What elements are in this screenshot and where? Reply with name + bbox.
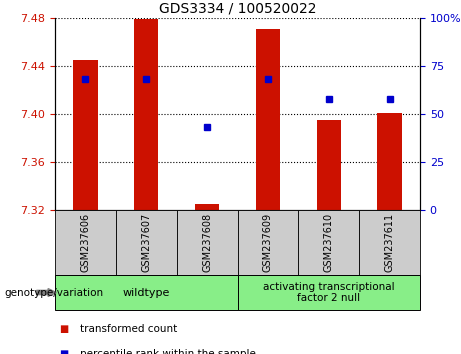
Bar [116, 210, 177, 275]
Bar [298, 210, 359, 275]
Text: GSM237610: GSM237610 [324, 213, 334, 272]
Text: GSM237609: GSM237609 [263, 213, 273, 272]
Text: genotype/variation: genotype/variation [5, 287, 104, 297]
Bar [55, 275, 237, 310]
Title: GDS3334 / 100520022: GDS3334 / 100520022 [159, 1, 316, 16]
Bar [237, 210, 298, 275]
Bar [378, 113, 402, 210]
Bar [73, 60, 98, 210]
Text: GSM237611: GSM237611 [384, 213, 395, 272]
Text: GSM237606: GSM237606 [80, 213, 90, 272]
Bar [134, 19, 159, 210]
Text: ■: ■ [59, 349, 69, 354]
Bar [195, 204, 219, 210]
Bar [55, 210, 116, 275]
Bar [359, 210, 420, 275]
Bar [237, 275, 420, 310]
Text: GSM237608: GSM237608 [202, 213, 212, 272]
Text: percentile rank within the sample: percentile rank within the sample [80, 349, 256, 354]
Bar [177, 210, 237, 275]
Bar [256, 29, 280, 210]
Text: wildtype: wildtype [123, 287, 170, 297]
Text: transformed count: transformed count [80, 324, 177, 334]
Text: GSM237607: GSM237607 [141, 213, 151, 272]
Text: ■: ■ [59, 324, 69, 334]
Bar [317, 120, 341, 210]
Text: activating transcriptional
factor 2 null: activating transcriptional factor 2 null [263, 282, 395, 303]
